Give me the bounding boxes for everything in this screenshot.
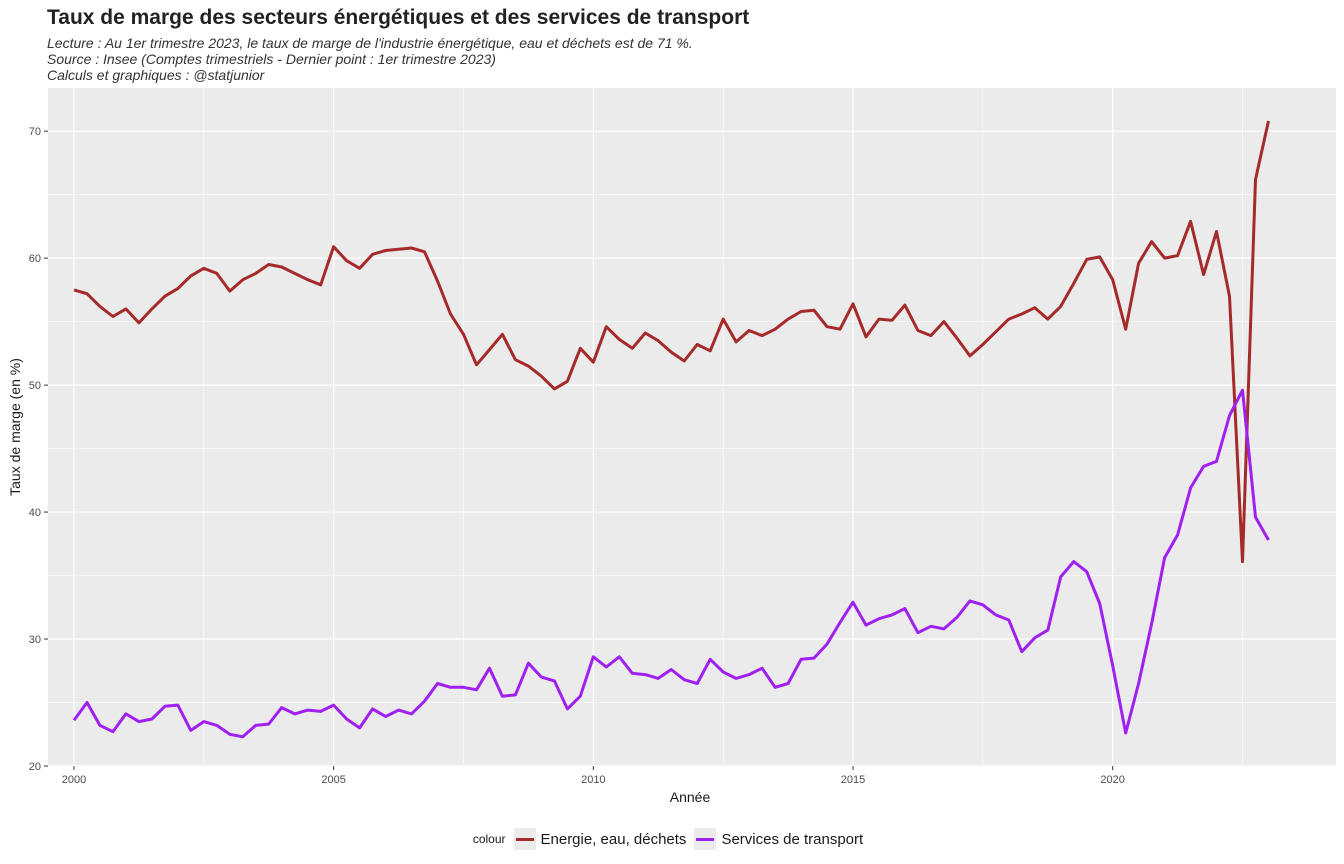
legend-label-transport: Services de transport [721,830,864,848]
y-tick-label: 50 [29,380,41,392]
subtitle-source: Source : Insee (Comptes trimestriels - D… [47,51,496,67]
subtitle-credits: Calculs et graphiques : @statjunior [47,67,265,83]
x-tick-label: 2020 [1100,774,1124,786]
x-axis-label: Année [670,789,711,805]
legend-title: colour [472,832,506,846]
series-layer [72,120,1270,739]
x-tick-label: 2010 [581,774,605,786]
x-tick-label: 2000 [62,774,86,786]
legend: colour Energie, eau, déchets Services de… [0,828,1344,850]
y-axis-label: Taux de marge (en %) [7,358,23,496]
chart-title: Taux de marge des secteurs énergétiques … [47,6,750,29]
y-tick-label: 60 [29,253,41,265]
legend-item-transport: Services de transport [694,828,863,850]
series-line-transport [72,388,1270,739]
plot-panel [48,88,1336,766]
y-tick-label: 30 [29,634,41,646]
legend-label-energie: Energie, eau, déchets [540,830,687,848]
subtitle-reading-note: Lecture : Au 1er trimestre 2023, le taux… [47,35,693,51]
series-line-energie [73,120,1270,564]
y-tick-label: 70 [29,126,41,138]
major-gridlines [48,88,1336,767]
x-tick-label: 2015 [841,774,865,786]
y-tick-label: 40 [29,507,41,519]
minor-gridlines [48,88,1336,766]
x-tick-label: 2005 [321,774,345,786]
legend-item-energie: Energie, eau, déchets [513,828,687,850]
legend-swatch-transport [694,828,717,850]
y-tick-label: 20 [29,761,41,773]
legend-swatch-energie [513,828,536,850]
